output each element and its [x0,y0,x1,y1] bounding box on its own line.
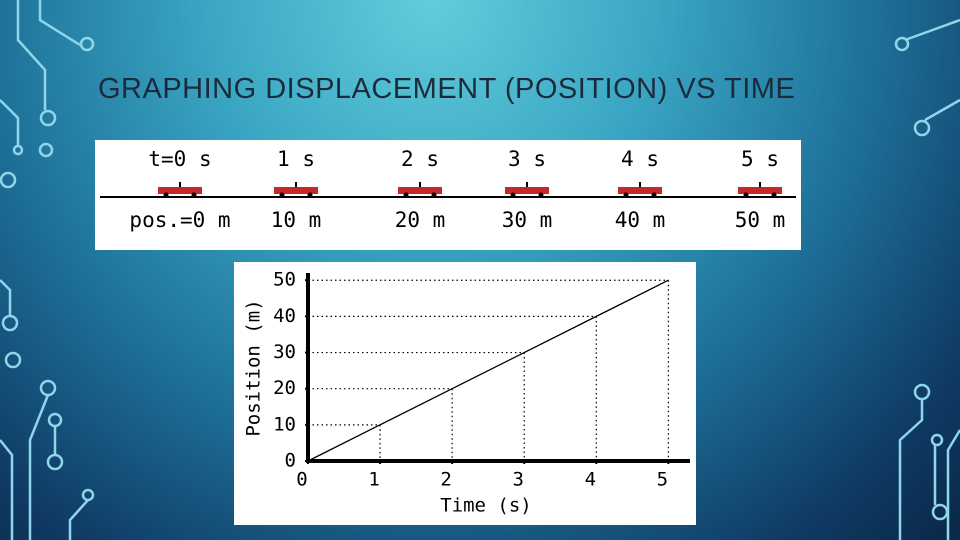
time-label: 5 s [741,147,779,171]
cart-wheel [538,192,544,198]
position-label: 20 m [395,208,446,232]
cart [738,187,782,194]
cart [398,187,442,194]
y-tick-label: 20 [273,377,296,399]
position-label: 50 m [735,208,786,232]
y-tick-label: 50 [273,269,296,291]
time-label: 1 s [277,147,315,171]
x-tick-label: 0 [296,469,307,491]
x-tick-label: 3 [512,469,523,491]
y-tick-label: 10 [273,413,296,435]
position-label: 10 m [271,208,322,232]
cart-wheel [771,192,777,198]
x-tick-label: 5 [657,469,668,491]
cart [158,187,202,194]
y-tick-label: 40 [273,305,296,327]
position-label: 30 m [502,208,553,232]
y-tick-label: 30 [273,341,296,363]
cart-wheel [279,192,285,198]
x-axis-label: Time (s) [440,495,532,517]
cart [274,187,318,194]
x-tick-label: 1 [368,469,379,491]
cart-wheel [403,192,409,198]
cart-wheel [743,192,749,198]
cart [618,187,662,194]
diagram-panel [95,140,801,250]
time-label: 3 s [508,147,546,171]
cart-wheel [651,192,657,198]
cart-wheel [510,192,516,198]
position-label: 40 m [615,208,666,232]
time-label: 2 s [401,147,439,171]
cart-wheel [191,192,197,198]
time-label: 4 s [621,147,659,171]
cart-wheel [431,192,437,198]
time-label: t=0 s [148,147,211,171]
y-tick-label: 0 [285,450,296,472]
x-tick-label: 4 [585,469,596,491]
cart [505,187,549,194]
y-axis-label: Position (m) [243,299,265,436]
data-line [307,279,669,462]
position-label: pos.=0 m [129,208,230,232]
chart-panel [234,262,696,525]
cart-wheel [163,192,169,198]
slide-title: GRAPHING DISPLACEMENT (POSITION) VS TIME [98,73,796,105]
x-tick-label: 2 [440,469,451,491]
cart-wheel [307,192,313,198]
cart-wheel [623,192,629,198]
